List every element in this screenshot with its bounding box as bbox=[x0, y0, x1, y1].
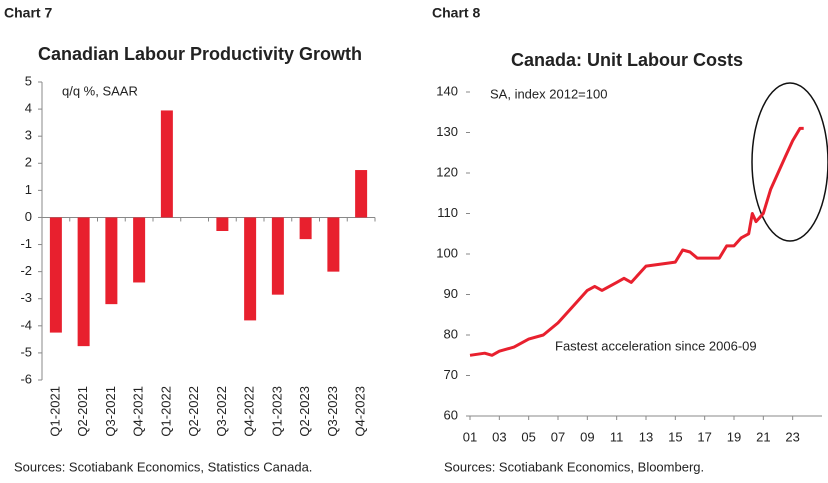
y-tick-label: -4 bbox=[20, 317, 32, 332]
x-tick-label: Q4-2022 bbox=[242, 386, 257, 437]
x-tick-label: Q3-2021 bbox=[103, 386, 118, 437]
y-tick-label: 100 bbox=[436, 245, 458, 260]
data-line bbox=[469, 126, 804, 357]
y-tick-label: 60 bbox=[444, 407, 458, 422]
x-tick-label: Q2-2023 bbox=[297, 386, 312, 437]
x-tick-label: 15 bbox=[668, 429, 682, 444]
highlight-ellipse bbox=[751, 82, 828, 242]
y-tick-label: -3 bbox=[20, 290, 32, 305]
y-tick-label: 1 bbox=[25, 182, 32, 197]
x-tick-label: 03 bbox=[492, 429, 506, 444]
x-tick-label: 21 bbox=[756, 429, 770, 444]
chart-label: Chart 7 bbox=[4, 5, 52, 21]
chart-label: Chart 8 bbox=[432, 5, 480, 21]
y-tick-label: 2 bbox=[25, 155, 32, 170]
x-tick-label: Q2-2021 bbox=[75, 386, 90, 437]
x-tick-label: 17 bbox=[697, 429, 711, 444]
x-tick-label: Q1-2022 bbox=[158, 386, 173, 437]
y-tick-label: 4 bbox=[25, 101, 32, 116]
subtitle: SA, index 2012=100 bbox=[490, 86, 607, 101]
x-tick-label: Q1-2023 bbox=[269, 386, 284, 437]
bar bbox=[105, 217, 118, 305]
y-tick-label: 0 bbox=[25, 209, 32, 224]
bar bbox=[216, 217, 229, 231]
x-tick-label: 13 bbox=[639, 429, 653, 444]
bar bbox=[49, 217, 62, 333]
y-tick-label: 140 bbox=[436, 83, 458, 98]
y-tick-label: 90 bbox=[444, 286, 458, 301]
y-tick-label: 80 bbox=[444, 326, 458, 341]
x-tick-label: Q4-2023 bbox=[353, 386, 368, 437]
bar bbox=[327, 217, 340, 272]
y-tick-label: 120 bbox=[436, 164, 458, 179]
subtitle: q/q %, SAAR bbox=[62, 83, 138, 98]
x-tick-label: 05 bbox=[521, 429, 535, 444]
x-tick-label: 09 bbox=[580, 429, 594, 444]
bar bbox=[133, 217, 146, 283]
chart-title: Canada: Unit Labour Costs bbox=[511, 50, 743, 70]
bar bbox=[77, 217, 90, 347]
x-tick-label: Q4-2021 bbox=[131, 386, 146, 437]
source: Sources: Scotiabank Economics, Bloomberg… bbox=[444, 459, 704, 474]
x-tick-label: 01 bbox=[463, 429, 477, 444]
y-tick-label: 3 bbox=[25, 128, 32, 143]
source: Sources: Scotiabank Economics, Statistic… bbox=[14, 459, 312, 474]
x-tick-label: 11 bbox=[610, 429, 624, 444]
bar bbox=[160, 110, 173, 218]
bar bbox=[299, 217, 312, 240]
x-tick-label: Q1-2021 bbox=[47, 386, 62, 437]
bar bbox=[355, 170, 368, 218]
x-tick-label: 23 bbox=[785, 429, 799, 444]
x-tick-label: 19 bbox=[727, 429, 741, 444]
x-tick-label: Q2-2022 bbox=[186, 386, 201, 437]
bar bbox=[244, 217, 257, 321]
bar bbox=[271, 217, 284, 295]
y-tick-label: -5 bbox=[20, 344, 32, 359]
chart-title: Canadian Labour Productivity Growth bbox=[38, 44, 362, 64]
x-tick-label: Q3-2023 bbox=[325, 386, 340, 437]
y-tick-label: -6 bbox=[20, 371, 32, 386]
y-tick-label: 70 bbox=[444, 367, 458, 382]
y-tick-label: -1 bbox=[20, 236, 32, 251]
y-tick-label: 110 bbox=[437, 205, 458, 220]
y-tick-label: 130 bbox=[436, 124, 458, 139]
x-tick-label: Q3-2022 bbox=[214, 386, 229, 437]
y-tick-label: 5 bbox=[25, 73, 32, 88]
y-tick-label: -2 bbox=[20, 263, 32, 278]
annotation: Fastest acceleration since 2006-09 bbox=[555, 338, 757, 353]
x-tick-label: 07 bbox=[551, 429, 565, 444]
